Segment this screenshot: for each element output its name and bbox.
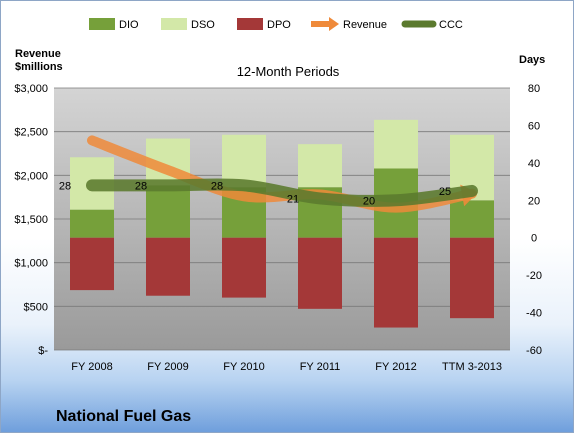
revenue-line — [87, 135, 477, 213]
bar-dso — [374, 119, 418, 169]
ccc-data-label: 21 — [287, 193, 299, 205]
axis-ticks: $- $500 $1,000 $1,500 $2,000 $2,500 $3,000 -60 -… — [14, 83, 542, 373]
category-label: FY 2008 — [71, 361, 112, 373]
legend-swatch — [161, 18, 187, 30]
left-tick-label: $2,000 — [14, 170, 48, 182]
left-axis-label-line1: Revenue — [15, 48, 61, 60]
chart-title: 12-Month Periods — [237, 64, 340, 79]
bar-dpo — [298, 237, 342, 309]
legend-arrowhead — [329, 17, 339, 31]
left-axis-label-line2: $millions — [15, 61, 63, 73]
legend-item-dpo: DPO — [237, 18, 291, 31]
ccc-data-label: 20 — [363, 195, 375, 207]
category-label: FY 2011 — [300, 361, 341, 373]
legend-label: CCC — [439, 19, 463, 31]
right-tick-label: 60 — [528, 120, 540, 132]
legend: DIO DSO DPO Revenue CCC — [89, 17, 463, 31]
ccc-data-label: 25 — [439, 186, 451, 198]
left-tick-label: $500 — [24, 301, 48, 313]
legend-item-dso: DSO — [161, 18, 215, 31]
right-axis-label: Days — [519, 54, 545, 66]
bar-dio — [146, 185, 190, 238]
bar-dso — [298, 144, 342, 188]
legend-label: DSO — [191, 19, 215, 31]
lines: 28 28 28 21 20 25 — [59, 135, 478, 213]
gridlines — [54, 87, 510, 351]
right-tick-label: -20 — [526, 270, 542, 282]
right-tick-label: 0 — [531, 233, 537, 245]
bar-dpo — [70, 237, 114, 291]
legend-item-ccc: CCC — [401, 19, 463, 31]
left-tick-label: $1,000 — [14, 258, 48, 270]
ccc-data-label: 28 — [135, 180, 147, 192]
ccc-data-label: 28 — [59, 180, 71, 192]
category-label: FY 2010 — [223, 361, 264, 373]
bar-dio — [70, 209, 114, 238]
right-tick-label: 20 — [528, 195, 540, 207]
bar-dpo — [450, 237, 494, 319]
legend-label: Revenue — [343, 19, 387, 31]
category-label: FY 2009 — [147, 361, 188, 373]
bar-dio — [450, 200, 494, 238]
right-tick-label: -60 — [526, 345, 542, 357]
legend-label: DPO — [267, 19, 291, 31]
legend-item-dio: DIO — [89, 18, 139, 31]
legend-label: DIO — [119, 19, 139, 31]
right-tick-label: -40 — [526, 308, 542, 320]
bar-dso — [222, 134, 266, 188]
legend-swatch — [237, 18, 263, 30]
bar-dpo — [222, 237, 266, 298]
category-label: FY 2012 — [375, 361, 416, 373]
left-tick-label: $- — [38, 345, 48, 357]
right-tick-label: 40 — [528, 158, 540, 170]
left-tick-label: $3,000 — [14, 83, 48, 95]
legend-swatch — [89, 18, 115, 30]
left-tick-label: $1,500 — [14, 214, 48, 226]
bar-dpo — [374, 237, 418, 328]
right-tick-label: 80 — [528, 83, 540, 95]
ccc-data-label: 28 — [211, 180, 223, 192]
bar-dpo — [146, 237, 190, 296]
category-label: TTM 3-2013 — [442, 361, 502, 373]
company-name: National Fuel Gas — [56, 408, 191, 425]
ccc-line — [86, 178, 478, 207]
left-tick-label: $2,500 — [14, 127, 48, 139]
legend-item-revenue: Revenue — [311, 17, 387, 31]
